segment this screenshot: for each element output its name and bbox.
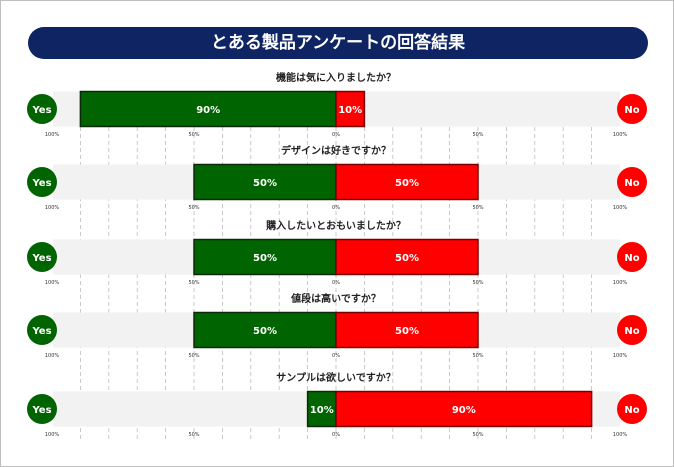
yes-badge-label: Yes (31, 405, 51, 416)
no-bar (335, 311, 479, 349)
yes-badge-label: Yes (31, 253, 51, 264)
yes-bar (306, 390, 337, 428)
tick-label: 100% (45, 205, 60, 211)
tick-label: 50% (188, 205, 199, 211)
tick-label: 0% (332, 432, 340, 438)
question-label: 値段は高いですか？ (290, 292, 381, 305)
tick-label: 100% (45, 280, 60, 286)
no-value-label: 50% (395, 326, 419, 337)
yes-bar (79, 90, 337, 128)
no-value-label: 50% (395, 178, 419, 189)
tick-label: 0% (332, 353, 340, 359)
yes-value-label: 50% (253, 326, 277, 337)
tick-label: 100% (613, 205, 628, 211)
tick-label: 100% (613, 132, 628, 138)
tick-label: 100% (45, 353, 60, 359)
yes-value-label: 10% (310, 405, 334, 416)
yes-value-label: 50% (253, 178, 277, 189)
no-bar (335, 90, 366, 128)
tick-label: 50% (472, 132, 483, 138)
tick-label: 100% (613, 432, 628, 438)
question-label: サンプルは欲しいですか？ (276, 371, 395, 384)
no-badge-label: No (624, 405, 639, 416)
yes-value-label: 90% (196, 105, 220, 116)
no-badge-label: No (624, 105, 639, 116)
tick-label: 0% (332, 280, 340, 286)
question-label: 購入したいとおもいましたか？ (265, 219, 406, 232)
no-badge-label: No (624, 178, 639, 189)
tick-label: 100% (45, 432, 60, 438)
chart-title: とある製品アンケートの回答結果 (210, 33, 466, 53)
yes-badge-label: Yes (31, 326, 51, 337)
tick-label: 50% (188, 432, 199, 438)
no-badge (617, 167, 647, 197)
no-value-label: 10% (338, 105, 362, 116)
tick-label: 100% (613, 280, 628, 286)
no-bar (335, 163, 479, 201)
no-bar (335, 238, 479, 276)
no-badge-label: No (624, 326, 639, 337)
question-label: デザインは好きですか？ (281, 144, 391, 157)
no-value-label: 90% (452, 405, 476, 416)
no-badge (617, 242, 647, 272)
tick-label: 50% (472, 432, 483, 438)
no-value-label: 50% (395, 253, 419, 264)
title-bar: とある製品アンケートの回答結果 (28, 27, 648, 59)
yes-badge (27, 242, 57, 272)
tick-label: 50% (188, 353, 199, 359)
yes-badge-label: Yes (31, 178, 51, 189)
yes-bar (193, 163, 337, 201)
yes-badge (27, 394, 57, 424)
tick-label: 100% (45, 132, 60, 138)
tick-label: 50% (188, 280, 199, 286)
no-badge (617, 394, 647, 424)
tick-label: 100% (613, 353, 628, 359)
no-badge-label: No (624, 253, 639, 264)
tick-label: 0% (332, 132, 340, 138)
tick-label: 50% (472, 205, 483, 211)
question-label: 機能は気に入りましたか？ (276, 71, 396, 84)
tick-label: 50% (472, 353, 483, 359)
yes-badge (27, 94, 57, 124)
no-bar (335, 390, 593, 428)
yes-bar (193, 238, 337, 276)
no-badge (617, 315, 647, 345)
yes-badge-label: Yes (31, 105, 51, 116)
tick-label: 50% (188, 132, 199, 138)
tick-label: 50% (472, 280, 483, 286)
tick-label: 0% (332, 205, 340, 211)
yes-value-label: 50% (253, 253, 277, 264)
no-badge (617, 94, 647, 124)
yes-badge (27, 167, 57, 197)
yes-badge (27, 315, 57, 345)
